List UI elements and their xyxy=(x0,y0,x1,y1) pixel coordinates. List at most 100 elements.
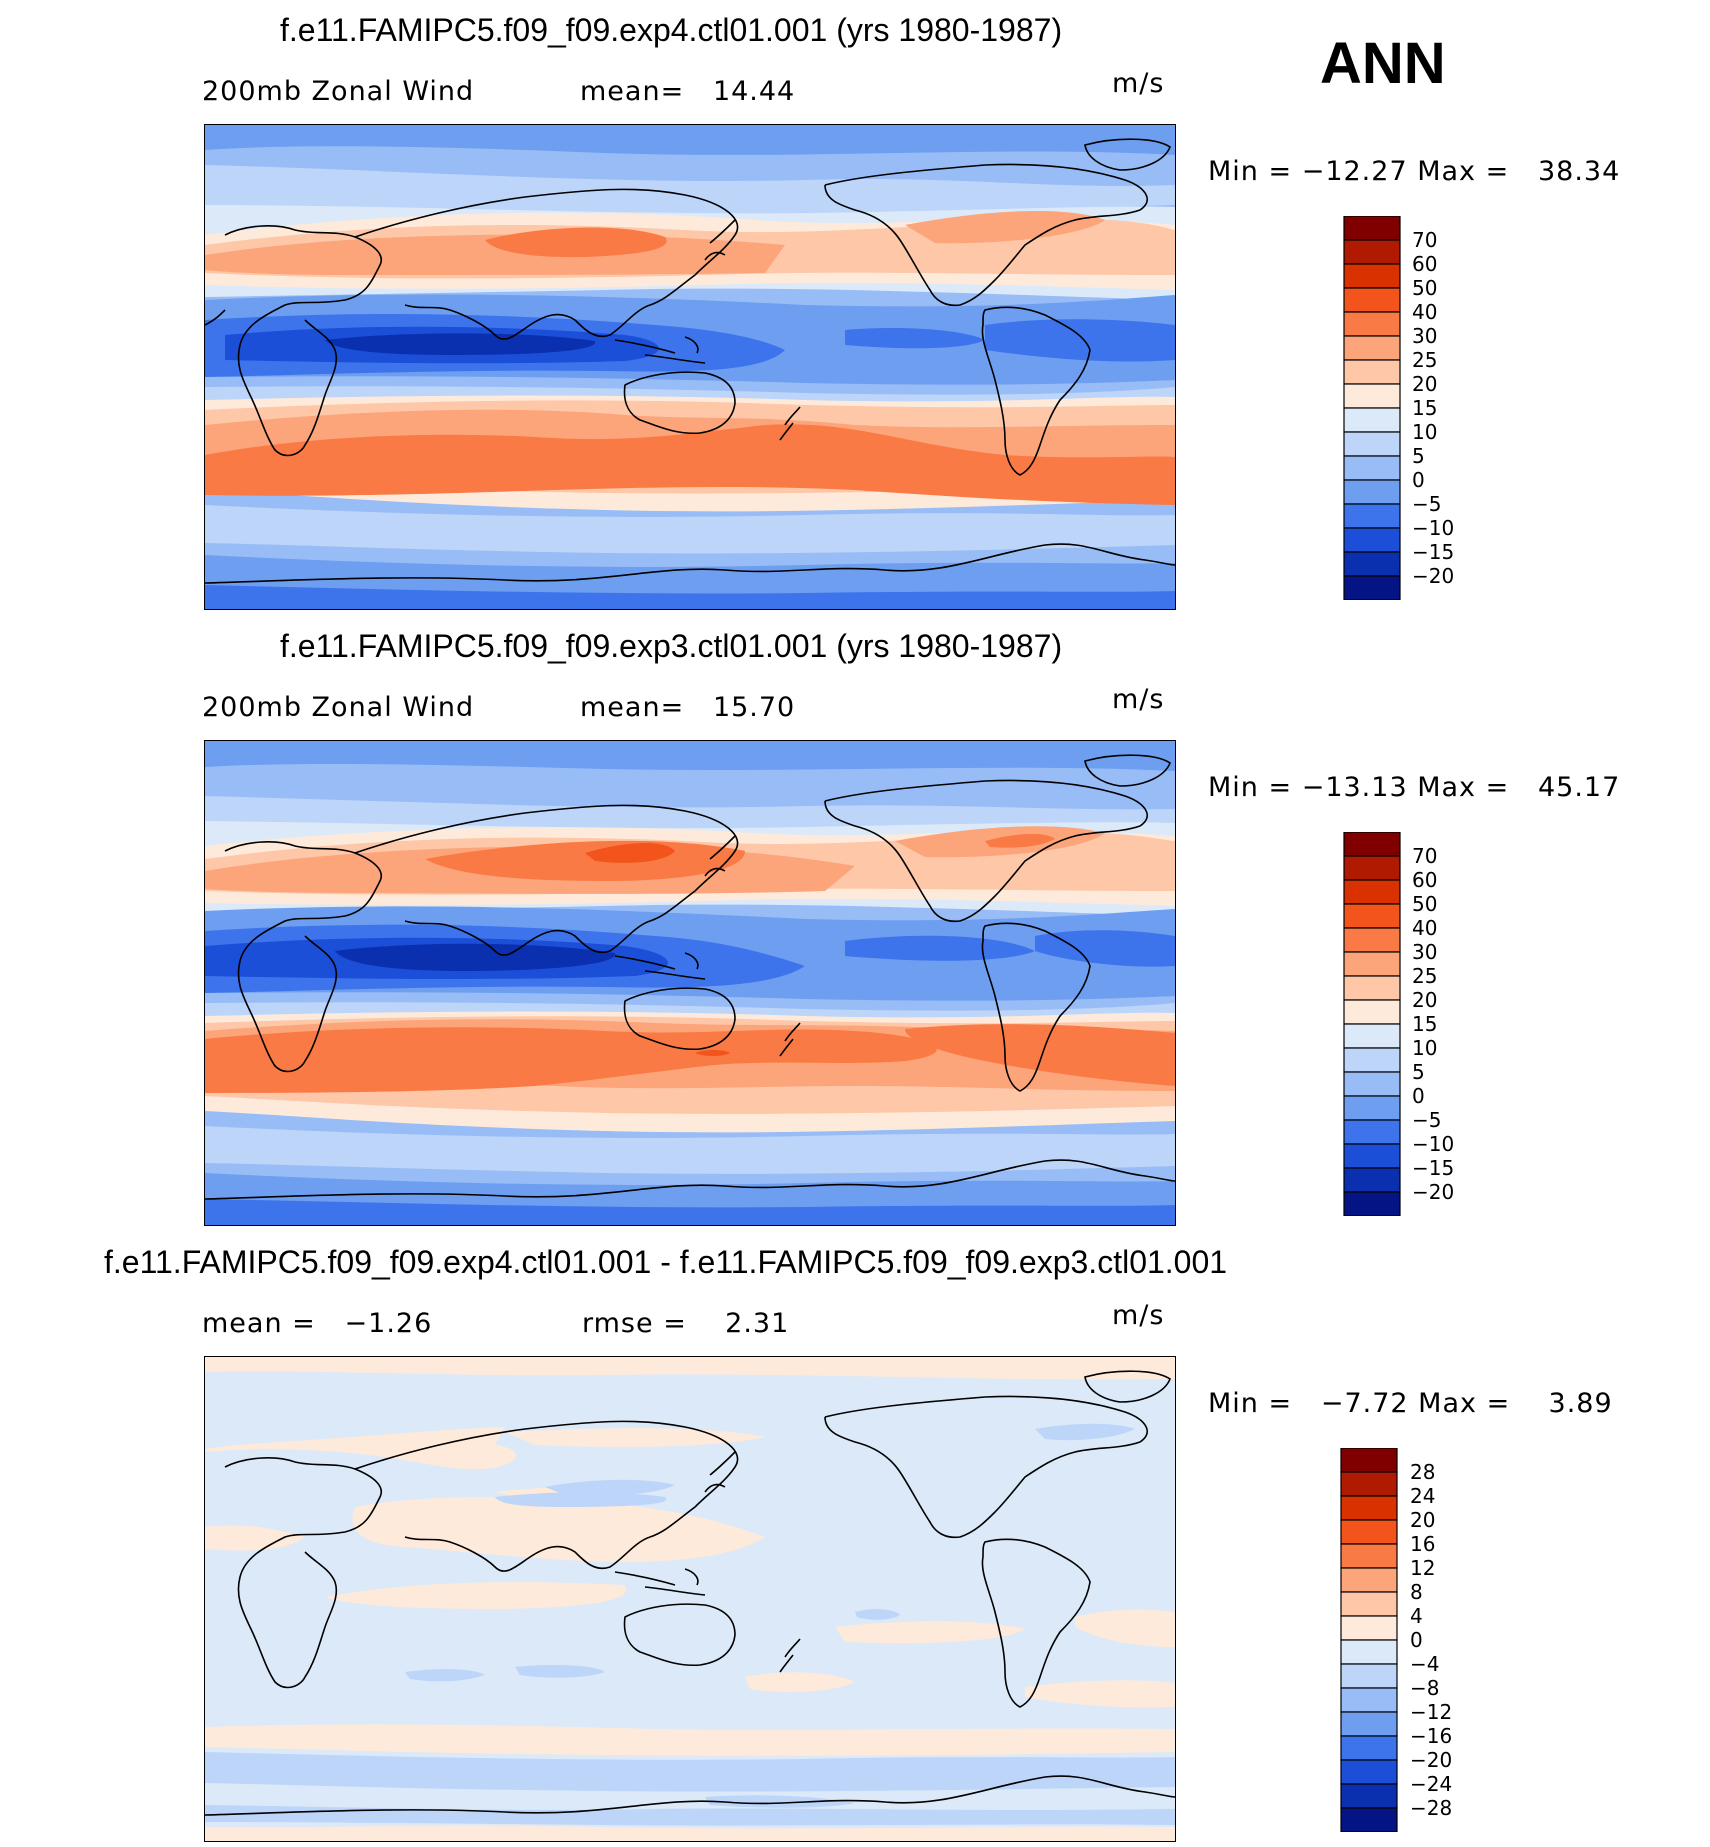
colorbar-swatch xyxy=(1343,855,1401,881)
colorbar-swatch xyxy=(1340,1471,1398,1497)
colorbar xyxy=(1340,1447,1400,1837)
colorbar-swatch xyxy=(1340,1735,1398,1761)
colorbar-swatch xyxy=(1343,551,1401,577)
season-label: ANN xyxy=(1320,31,1446,96)
colorbar-swatch xyxy=(1343,239,1401,265)
colorbar-swatch xyxy=(1340,1519,1398,1545)
colorbar-swatch xyxy=(1343,287,1401,313)
colorbar-tick-label: −20 xyxy=(1410,1748,1453,1772)
colorbar-tick-label: 0 xyxy=(1410,1628,1423,1652)
colorbar-swatch xyxy=(1340,1615,1398,1641)
colorbar-tick-label: −5 xyxy=(1412,1108,1442,1132)
colorbar-tick-label: 16 xyxy=(1410,1532,1436,1556)
colorbar-swatch xyxy=(1340,1759,1398,1785)
colorbar-tick-label: 25 xyxy=(1412,348,1438,372)
colorbar-tick-label: 60 xyxy=(1412,252,1438,276)
colorbar-swatches xyxy=(1343,831,1401,1217)
colorbar-tick-label: 5 xyxy=(1412,444,1425,468)
panel-title: f.e11.FAMIPC5.f09_f09.exp3.ctl01.001 (yr… xyxy=(280,628,1063,664)
colorbar-swatch xyxy=(1343,1023,1401,1049)
min-max-stat: Min = −7.72 Max = 3.89 xyxy=(1208,1388,1613,1419)
colorbar-tick-label: 8 xyxy=(1410,1580,1423,1604)
colorbar-tick-label: 4 xyxy=(1410,1604,1423,1628)
colorbar-tick-label: −20 xyxy=(1412,1180,1455,1204)
colorbar-tick-label: −10 xyxy=(1412,1132,1455,1156)
difference-map xyxy=(204,1356,1176,1842)
colorbar-swatch xyxy=(1340,1639,1398,1665)
colorbar-tick-label: 10 xyxy=(1412,420,1438,444)
colorbar-swatch xyxy=(1343,455,1401,481)
colorbar-swatch xyxy=(1343,335,1401,361)
zonal-wind-map xyxy=(204,124,1176,610)
colorbar-swatch xyxy=(1340,1447,1398,1473)
colorbar-tick-label: 25 xyxy=(1412,964,1438,988)
colorbar-swatch xyxy=(1343,975,1401,1001)
colorbar-tick-label: 50 xyxy=(1412,276,1438,300)
colorbar-swatch xyxy=(1340,1495,1398,1521)
colorbar-tick-label: −15 xyxy=(1412,1156,1455,1180)
colorbar-tick-label: 30 xyxy=(1412,940,1438,964)
colorbar-swatch xyxy=(1343,575,1401,601)
colorbar-swatch xyxy=(1340,1783,1398,1809)
colorbar-swatches xyxy=(1340,1447,1398,1833)
panel-title: f.e11.FAMIPC5.f09_f09.exp4.ctl01.001 (yr… xyxy=(280,12,1063,48)
colorbar-tick-label: 20 xyxy=(1410,1508,1436,1532)
colorbar-tick-label: −20 xyxy=(1412,564,1455,588)
colorbar-swatch xyxy=(1343,479,1401,505)
colorbar-tick-label: −24 xyxy=(1410,1772,1453,1796)
colorbar-tick-label: 20 xyxy=(1412,372,1438,396)
colorbar-tick-label: −16 xyxy=(1410,1724,1453,1748)
colorbar-tick-label: 10 xyxy=(1412,1036,1438,1060)
colorbar-swatch xyxy=(1343,527,1401,553)
min-max-stat: Min = −13.13 Max = 45.17 xyxy=(1208,772,1621,803)
colorbar-tick-label: 60 xyxy=(1412,868,1438,892)
colorbar-tick-label: 70 xyxy=(1412,228,1438,252)
colorbar-swatch xyxy=(1340,1687,1398,1713)
variable-label: 200mb Zonal Wind xyxy=(202,692,475,723)
colorbar-tick-label: 20 xyxy=(1412,988,1438,1012)
colorbar-swatch xyxy=(1340,1663,1398,1689)
colorbar-swatch xyxy=(1343,831,1401,857)
colorbar-swatch xyxy=(1343,927,1401,953)
rmse-stat: rmse = 2.31 xyxy=(582,1308,790,1339)
colorbar-tick-label: 0 xyxy=(1412,468,1425,492)
min-max-stat: Min = −12.27 Max = 38.34 xyxy=(1208,156,1621,187)
panel-title: f.e11.FAMIPC5.f09_f09.exp4.ctl01.001 - f… xyxy=(104,1244,1228,1280)
units-label: m/s xyxy=(1112,684,1165,715)
colorbar-swatch xyxy=(1343,1071,1401,1097)
colorbar-swatch xyxy=(1343,215,1401,241)
colorbar-swatch xyxy=(1343,999,1401,1025)
colorbar-swatch xyxy=(1340,1711,1398,1737)
colorbar-tick-label: 50 xyxy=(1412,892,1438,916)
colorbar-swatch xyxy=(1340,1567,1398,1593)
variable-label: 200mb Zonal Wind xyxy=(202,76,475,107)
colorbar-tick-label: 0 xyxy=(1412,1084,1425,1108)
colorbar-tick-label: 30 xyxy=(1412,324,1438,348)
mean-stat: mean = −1.26 xyxy=(202,1308,433,1339)
colorbar-tick-label: −15 xyxy=(1412,540,1455,564)
mean-stat: mean= 14.44 xyxy=(580,76,796,107)
colorbar-swatch xyxy=(1343,311,1401,337)
colorbar-tick-label: 5 xyxy=(1412,1060,1425,1084)
colorbar-tick-label: 70 xyxy=(1412,844,1438,868)
colorbar-swatch xyxy=(1340,1591,1398,1617)
units-label: m/s xyxy=(1112,68,1165,99)
colorbar xyxy=(1343,215,1403,605)
units-label: m/s xyxy=(1112,1300,1165,1331)
colorbar-swatch xyxy=(1343,503,1401,529)
colorbar-tick-label: 24 xyxy=(1410,1484,1436,1508)
colorbar-tick-label: 40 xyxy=(1412,300,1438,324)
zonal-wind-map xyxy=(204,740,1176,1226)
colorbar-swatch xyxy=(1343,359,1401,385)
colorbar-tick-label: 15 xyxy=(1412,396,1438,420)
colorbar-tick-label: −12 xyxy=(1410,1700,1453,1724)
colorbar-swatch xyxy=(1343,383,1401,409)
colorbar-swatch xyxy=(1343,1095,1401,1121)
colorbar xyxy=(1343,831,1403,1221)
mean-stat: mean= 15.70 xyxy=(580,692,796,723)
colorbar-swatches xyxy=(1343,215,1401,601)
colorbar-swatch xyxy=(1343,903,1401,929)
colorbar-tick-label: 15 xyxy=(1412,1012,1438,1036)
colorbar-swatch xyxy=(1340,1543,1398,1569)
colorbar-swatch xyxy=(1343,951,1401,977)
